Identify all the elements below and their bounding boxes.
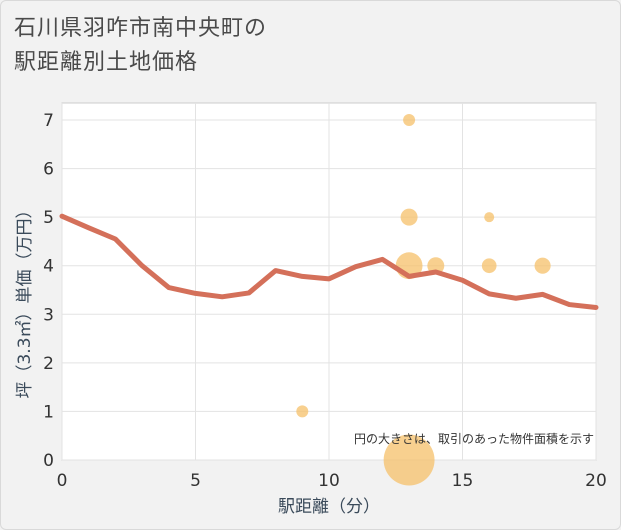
y-tick-label: 1 <box>43 402 54 422</box>
x-tick-label: 5 <box>190 471 201 491</box>
average-price-line <box>59 213 599 310</box>
bubble-point <box>383 434 435 486</box>
y-tick-label: 0 <box>43 451 54 471</box>
y-tick-labels: 0 1 2 3 4 5 6 7 <box>43 111 54 471</box>
bubble-point <box>296 405 309 418</box>
y-tick-label: 5 <box>43 208 54 228</box>
x-tick-label: 0 <box>57 471 68 491</box>
bubble-point <box>481 258 497 274</box>
y-tick-label: 7 <box>43 111 54 131</box>
x-tick-labels: 0 5 10 15 20 <box>57 471 607 491</box>
y-tick-label: 4 <box>43 257 54 277</box>
title-line-2: 駅距離別土地価格 <box>14 50 199 75</box>
x-axis-label: 駅距離（分） <box>278 497 380 517</box>
bubble-point <box>400 208 418 226</box>
bubble-point <box>427 257 445 275</box>
line-series <box>59 213 599 310</box>
bubble-series <box>296 114 551 486</box>
y-tick-label: 6 <box>43 160 54 180</box>
x-tick-label: 10 <box>318 471 340 491</box>
bubble-point <box>484 212 495 223</box>
chart-note: 円の大きさは、取引のあった物件面積を示す <box>354 431 594 446</box>
y-tick-label: 2 <box>43 354 54 374</box>
chart-title: 石川県羽咋市南中央町の 駅距離別土地価格 <box>14 12 267 80</box>
y-axis-label: 坪（3.3㎡）単価（万円） <box>15 201 35 398</box>
y-tick-label: 3 <box>43 305 54 325</box>
bubble-point <box>534 257 551 274</box>
bubble-point <box>403 114 416 126</box>
title-line-1: 石川県羽咋市南中央町の <box>14 16 268 41</box>
x-tick-label: 20 <box>585 471 607 491</box>
x-tick-label: 15 <box>452 471 474 491</box>
